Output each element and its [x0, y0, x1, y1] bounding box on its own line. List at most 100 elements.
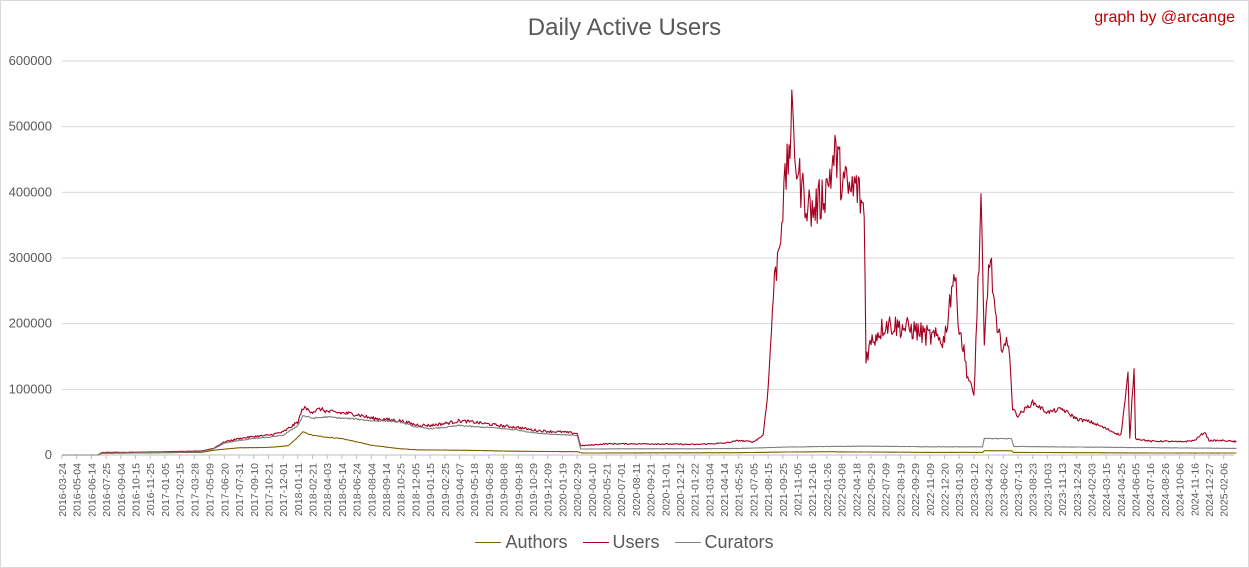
x-tick-label: 2017-05-09: [204, 463, 216, 517]
x-tick-label: 2021-11-05: [793, 463, 805, 516]
x-tick-label: 2016-05-04: [72, 463, 84, 517]
y-tick-label: 100000: [9, 381, 52, 396]
x-tick-label: 2022-03-08: [837, 463, 849, 517]
legend-item-users: Users: [582, 532, 660, 553]
x-tick-label: 2020-11-01: [660, 463, 672, 516]
x-tick-label: 2022-07-09: [881, 463, 893, 517]
y-tick-label: 0: [45, 447, 52, 462]
x-tick-label: 2021-09-25: [778, 463, 790, 517]
x-tick-label: 2021-04-14: [719, 463, 731, 517]
x-tick-label: 2018-12-05: [410, 463, 422, 517]
x-tick-label: 2016-06-14: [86, 463, 98, 517]
legend: Authors Users Curators: [0, 532, 1249, 553]
x-tick-label: 2023-01-30: [954, 463, 966, 517]
x-tick-label: 2016-07-25: [101, 463, 113, 517]
x-tick-label: 2018-06-24: [352, 463, 364, 517]
x-tick-label: 2017-09-10: [249, 463, 261, 517]
chart-title: Daily Active Users: [527, 14, 722, 41]
legend-label-authors: Authors: [505, 532, 568, 552]
x-tick-label: 2020-02-29: [572, 463, 584, 517]
x-tick-label: 2018-02-21: [308, 463, 320, 517]
x-tick-label: 2024-11-16: [1189, 463, 1201, 516]
x-tick-label: 2021-07-05: [748, 463, 760, 517]
x-tick-label: 2016-11-25: [145, 463, 157, 516]
legend-swatch-authors: [475, 541, 502, 543]
x-tick-label: 2021-05-25: [734, 463, 746, 517]
x-tick-label: 2023-07-13: [1013, 463, 1025, 517]
x-tick-label: 2019-02-25: [440, 463, 452, 517]
legend-label-users: Users: [612, 532, 660, 552]
x-tick-label: 2020-07-01: [616, 463, 628, 517]
y-tick-label: 400000: [9, 184, 52, 199]
legend-item-curators: Curators: [674, 532, 774, 553]
x-tick-label: 2024-06-05: [1131, 463, 1143, 517]
legend-swatch-curators: [674, 541, 701, 543]
x-tick-label: 2023-12-24: [1072, 463, 1084, 517]
x-tick-label: 2023-04-22: [984, 463, 996, 517]
graph-credit: graph by @arcange: [1094, 9, 1235, 26]
series-line-authors: [62, 431, 1237, 456]
y-tick-label: 200000: [9, 316, 52, 331]
x-tick-label: 2018-04-03: [322, 463, 334, 517]
x-tick-label: 2017-02-15: [175, 463, 187, 517]
x-tick-label: 2016-09-04: [116, 463, 128, 517]
x-tick-label: 2019-09-18: [513, 463, 525, 517]
x-tick-label: 2019-01-15: [425, 463, 437, 517]
x-tick-label: 2024-02-03: [1086, 463, 1098, 517]
x-tick-label: 2022-09-29: [910, 463, 922, 517]
x-tick-label: 2023-11-13: [1057, 463, 1069, 516]
x-tick-label: 2024-08-26: [1160, 463, 1172, 517]
x-tick-label: 2017-03-28: [189, 463, 201, 517]
x-tick-label: 2024-12-27: [1204, 463, 1216, 517]
x-tick-label: 2025-02-06: [1219, 463, 1231, 517]
x-tick-label: 2021-01-22: [690, 463, 702, 517]
x-tick-label: 2018-09-14: [381, 463, 393, 517]
y-tick-label: 600000: [9, 53, 52, 68]
x-tick-label: 2022-01-26: [822, 463, 834, 517]
x-tick-label: 2020-12-12: [675, 463, 687, 517]
x-tick-label: 2020-04-10: [587, 463, 599, 517]
x-tick-label: 2017-01-05: [160, 463, 172, 517]
x-tick-label: 2019-05-18: [469, 463, 481, 517]
x-tick-label: 2019-10-29: [528, 463, 540, 517]
x-tick-label: 2022-12-20: [939, 463, 951, 517]
x-tick-label: 2019-08-08: [499, 463, 511, 517]
x-tick-label: 2024-07-16: [1145, 463, 1157, 517]
x-tick-label: 2021-12-16: [807, 463, 819, 517]
x-tick-label: 2024-10-06: [1175, 463, 1187, 517]
y-tick-label: 500000: [9, 119, 52, 134]
x-tick-label: 2022-08-19: [895, 463, 907, 517]
x-tick-label: 2020-08-11: [631, 463, 643, 516]
x-tick-label: 2016-03-24: [57, 463, 69, 517]
x-tick-label: 2018-05-14: [337, 463, 349, 517]
series-line-curators: [62, 415, 1237, 456]
x-tick-label: 2018-08-04: [366, 463, 378, 517]
x-tick-label: 2020-01-19: [557, 463, 569, 517]
legend-swatch-users: [582, 541, 609, 543]
x-tick-label: 2019-06-28: [484, 463, 496, 517]
x-tick-label: 2022-05-29: [866, 463, 878, 517]
y-tick-label: 300000: [9, 250, 52, 265]
x-tick-label: 2021-03-04: [704, 463, 716, 517]
x-tick-label: 2019-04-07: [455, 463, 467, 517]
x-tick-label: 2017-12-01: [278, 463, 290, 517]
x-tick-label: 2024-04-25: [1116, 463, 1128, 517]
x-tick-label: 2017-10-21: [263, 463, 275, 517]
x-tick-label: 2018-01-11: [293, 463, 305, 516]
x-tick-label: 2020-09-21: [646, 463, 658, 517]
legend-label-curators: Curators: [704, 532, 774, 552]
x-tick-label: 2023-08-23: [1028, 463, 1040, 517]
x-tick-label: 2019-12-09: [543, 463, 555, 517]
series-line-users: [62, 89, 1237, 456]
x-tick-label: 2023-06-02: [998, 463, 1010, 517]
x-tick-label: 2017-06-20: [219, 463, 231, 517]
x-tick-label: 2021-08-15: [763, 463, 775, 517]
x-tick-label: 2022-11-09: [925, 463, 937, 516]
x-tick-label: 2023-03-12: [969, 463, 981, 517]
x-tick-label: 2016-10-15: [130, 463, 142, 517]
x-tick-label: 2018-10-25: [396, 463, 408, 517]
legend-item-authors: Authors: [475, 532, 567, 553]
x-tick-label: 2024-03-15: [1101, 463, 1113, 517]
